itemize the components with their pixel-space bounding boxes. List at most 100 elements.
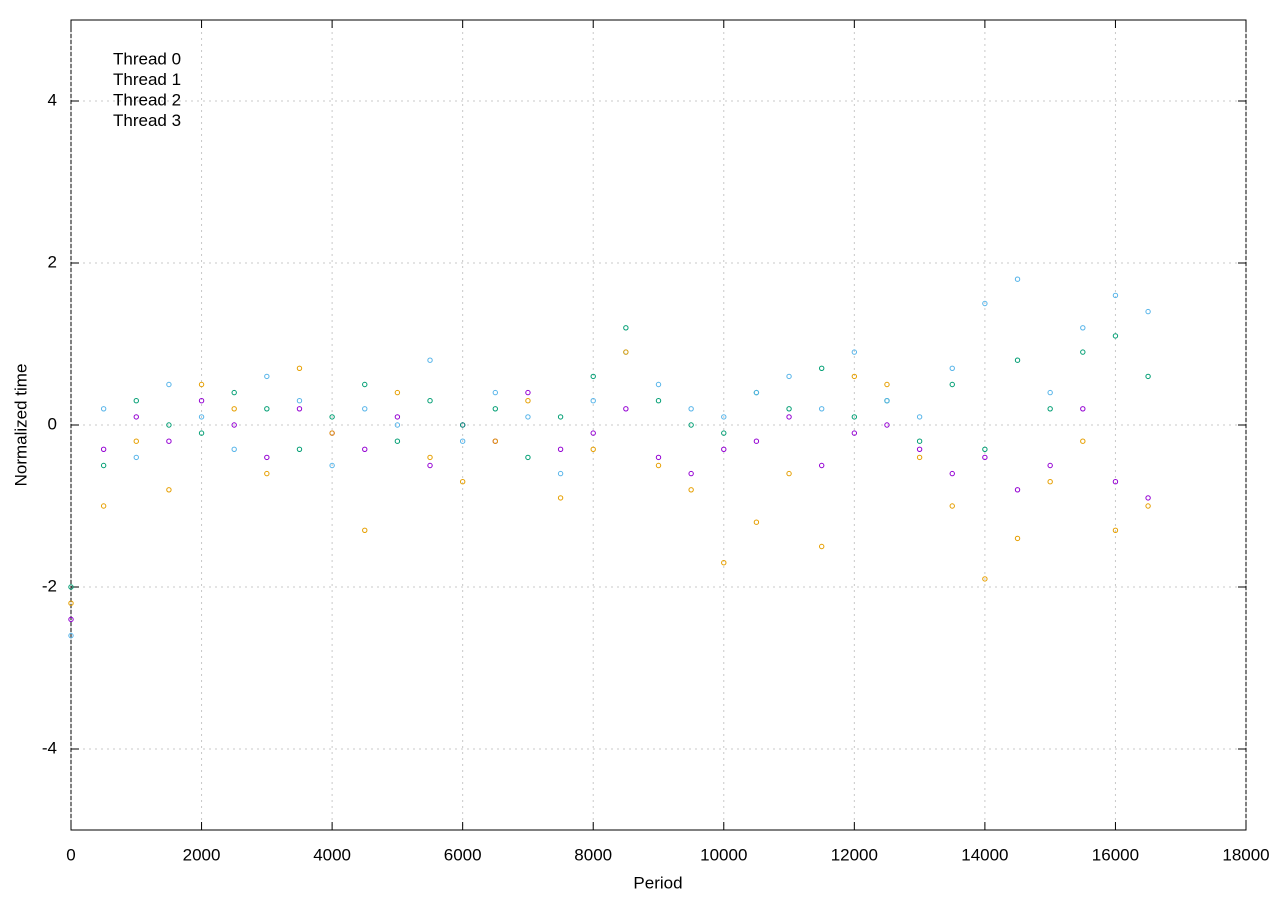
data-point xyxy=(492,438,499,444)
data-point xyxy=(68,584,74,590)
data-point xyxy=(1112,479,1119,485)
data-point xyxy=(427,454,433,461)
x-tick-label: 4000 xyxy=(313,845,351,864)
x-tick-label: 12000 xyxy=(831,845,878,864)
data-point xyxy=(68,616,74,623)
x-tick-label: 14000 xyxy=(961,845,1008,864)
data-point xyxy=(198,414,205,420)
data-point xyxy=(557,414,564,420)
data-point xyxy=(818,543,825,550)
data-point xyxy=(198,430,205,436)
data-point xyxy=(851,373,858,380)
data-point xyxy=(231,446,237,452)
data-point xyxy=(1080,349,1086,355)
data-point xyxy=(296,406,303,412)
data-point xyxy=(818,462,825,469)
data-point xyxy=(851,414,858,420)
y-tick-label: 0 xyxy=(48,414,57,433)
data-point xyxy=(623,406,629,412)
data-point xyxy=(655,454,662,461)
data-point xyxy=(166,487,172,493)
data-point xyxy=(231,389,237,396)
data-point xyxy=(525,454,531,461)
data-point xyxy=(884,398,890,404)
data-point xyxy=(721,430,727,436)
data-point xyxy=(655,462,662,469)
data-point xyxy=(1080,325,1086,331)
data-point xyxy=(982,300,988,307)
legend-label: Thread 3 xyxy=(113,111,181,130)
data-point xyxy=(264,406,270,412)
data-point xyxy=(1112,527,1119,533)
data-point xyxy=(623,325,629,331)
y-tick-label: -2 xyxy=(42,576,57,595)
data-point xyxy=(753,389,760,396)
data-point xyxy=(949,503,955,509)
x-axis-label: Period xyxy=(633,873,682,892)
x-tick-label: 0 xyxy=(66,845,75,864)
data-point xyxy=(590,446,596,452)
data-point xyxy=(100,503,107,509)
data-point xyxy=(100,446,107,452)
data-point xyxy=(525,398,531,404)
data-point xyxy=(851,349,858,355)
data-point xyxy=(394,414,401,420)
x-tick-label: 8000 xyxy=(574,845,612,864)
x-tick-label: 18000 xyxy=(1222,845,1269,864)
x-tick-label: 6000 xyxy=(444,845,482,864)
data-point xyxy=(329,462,335,469)
data-point xyxy=(916,446,923,452)
data-point xyxy=(198,398,205,404)
data-point xyxy=(133,398,139,404)
data-point xyxy=(1047,389,1053,396)
data-point xyxy=(1080,406,1086,412)
data-point xyxy=(264,373,270,380)
data-point xyxy=(884,422,890,428)
data-point xyxy=(525,414,531,420)
x-tick-label: 16000 xyxy=(1092,845,1139,864)
data-point xyxy=(753,519,760,525)
data-point xyxy=(721,560,727,566)
data-point xyxy=(133,438,139,444)
data-point xyxy=(133,454,139,461)
data-point xyxy=(394,438,401,444)
data-point xyxy=(1145,373,1151,380)
data-point xyxy=(721,414,727,420)
data-point xyxy=(916,438,923,444)
data-point xyxy=(1014,357,1021,363)
data-point xyxy=(100,406,107,412)
data-point xyxy=(786,470,792,477)
data-point xyxy=(818,406,825,412)
data-point xyxy=(362,527,368,533)
data-point xyxy=(786,414,792,420)
data-point xyxy=(949,381,955,388)
data-point xyxy=(557,495,564,501)
data-point xyxy=(427,462,433,469)
data-point xyxy=(557,470,564,477)
data-point xyxy=(916,414,923,420)
data-point xyxy=(166,422,172,428)
y-tick-label: 4 xyxy=(48,90,57,109)
data-point xyxy=(264,454,270,461)
data-point xyxy=(231,422,237,428)
data-point xyxy=(916,454,923,461)
data-point xyxy=(1014,276,1021,282)
data-point xyxy=(590,430,596,436)
data-point xyxy=(296,446,303,452)
data-point xyxy=(525,389,531,396)
data-point xyxy=(1014,535,1021,542)
data-point xyxy=(949,365,955,371)
data-point xyxy=(753,438,760,444)
data-point xyxy=(459,438,466,444)
data-point xyxy=(655,381,662,388)
data-point xyxy=(982,576,988,582)
data-point xyxy=(1145,503,1151,509)
data-point xyxy=(1014,487,1021,493)
legend-label: Thread 1 xyxy=(113,70,181,89)
data-point xyxy=(688,406,694,412)
data-point xyxy=(1145,495,1151,501)
data-point xyxy=(688,487,694,493)
data-point xyxy=(427,398,433,404)
data-point xyxy=(296,365,303,371)
